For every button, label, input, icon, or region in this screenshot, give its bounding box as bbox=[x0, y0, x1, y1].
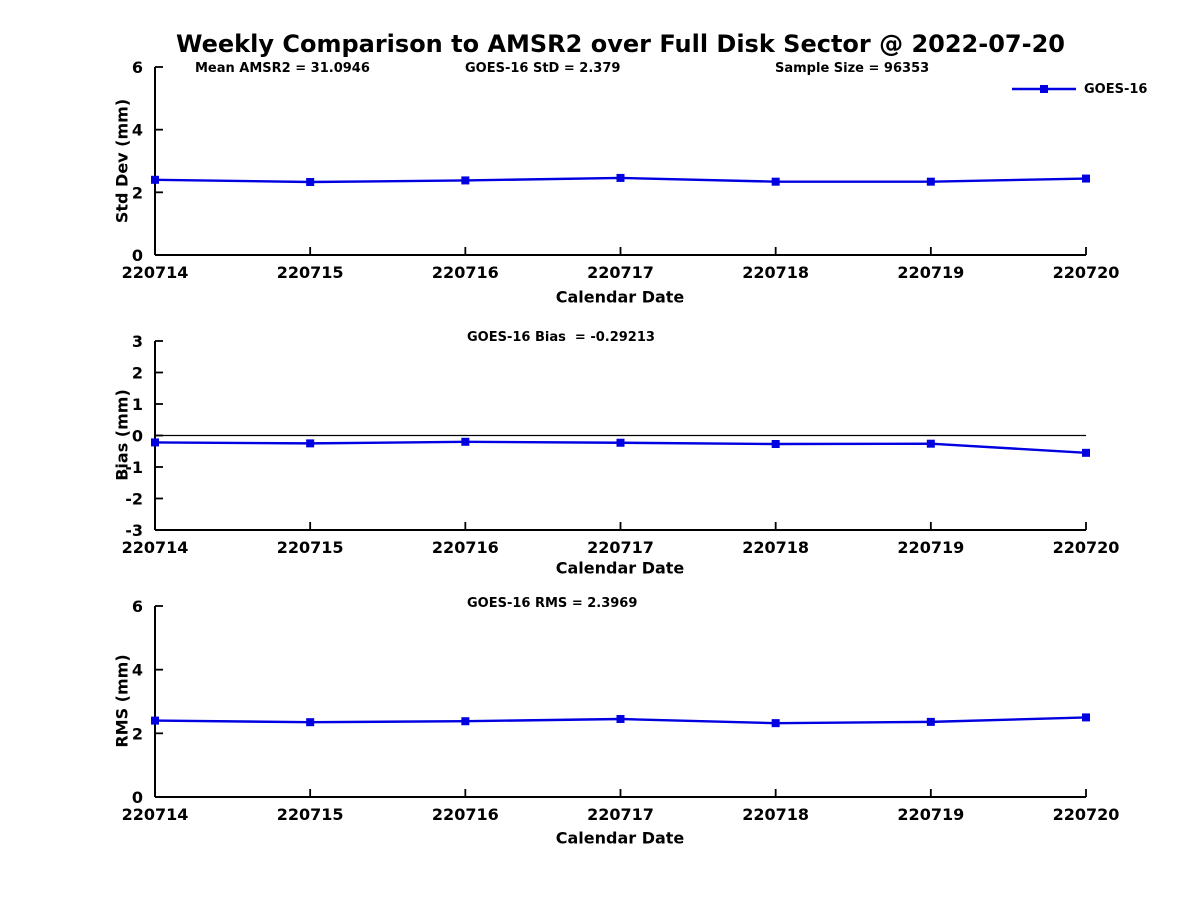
xlabel-calendar-date-top: Calendar Date bbox=[555, 287, 685, 307]
y-tick-label: 2 bbox=[132, 364, 143, 383]
data-point-marker bbox=[771, 177, 780, 186]
legend-label: GOES-16 bbox=[1084, 81, 1148, 97]
xlabel-calendar-date-middle: Calendar Date bbox=[555, 558, 685, 578]
subplot-0: 0 2 4 6 220714 220715 220716 220717 220718 220719… bbox=[122, 58, 1120, 282]
x-tick-label: 220716 bbox=[432, 805, 499, 824]
annotation-goes16-std: GOES-16 StD = 2.379 bbox=[465, 61, 621, 76]
ylabel-std-dev: Std Dev (mm) bbox=[112, 98, 132, 224]
x-tick-label: 220718 bbox=[742, 263, 809, 282]
data-point-marker bbox=[1082, 713, 1090, 722]
y-tick-label: 0 bbox=[132, 427, 143, 446]
x-tick-label: 220715 bbox=[277, 538, 344, 557]
data-point-marker bbox=[306, 177, 315, 186]
data-point-marker bbox=[1082, 448, 1090, 457]
x-tick-label: 220719 bbox=[897, 538, 964, 557]
legend: GOES-16 bbox=[1012, 81, 1148, 97]
x-tick-label: 220720 bbox=[1053, 538, 1120, 557]
x-tick-label: 220717 bbox=[587, 538, 654, 557]
data-point-marker bbox=[616, 173, 625, 182]
data-point-marker bbox=[461, 437, 470, 446]
data-point-marker bbox=[306, 718, 315, 727]
x-tick-label: 220719 bbox=[897, 805, 964, 824]
x-tick-label: 220716 bbox=[432, 263, 499, 282]
y-tick-label: -3 bbox=[125, 521, 143, 540]
y-tick-label: -2 bbox=[125, 490, 143, 509]
annotation-sample-size: Sample Size = 96353 bbox=[775, 61, 930, 76]
annotation-goes16-bias: GOES-16 Bias = -0.29213 bbox=[467, 330, 655, 345]
data-point-marker bbox=[616, 438, 625, 447]
data-point-marker bbox=[151, 438, 159, 447]
data-point-marker bbox=[151, 716, 159, 725]
y-tick-label: 2 bbox=[132, 724, 143, 743]
data-point-marker bbox=[461, 717, 470, 726]
xlabel-calendar-date-bottom: Calendar Date bbox=[555, 828, 685, 848]
figure-title: Weekly Comparison to AMSR2 over Full Dis… bbox=[176, 30, 1065, 58]
ylabel-rms: RMS (mm) bbox=[112, 654, 132, 748]
x-tick-label: 220718 bbox=[742, 538, 809, 557]
x-tick-label: 220720 bbox=[1053, 263, 1120, 282]
x-tick-label: 220717 bbox=[587, 263, 654, 282]
y-tick-label: 6 bbox=[132, 58, 143, 77]
data-point-marker bbox=[1082, 174, 1090, 183]
data-point-marker bbox=[926, 177, 935, 186]
x-tick-label: 220714 bbox=[122, 538, 189, 557]
data-point-marker bbox=[151, 175, 159, 184]
y-tick-label: 1 bbox=[132, 395, 143, 414]
legend-line-sample bbox=[1012, 85, 1076, 93]
subplot-1: -3 -2 -1 0 1 2 3 220714 220715 220716 220717 220718… bbox=[122, 332, 1120, 557]
annotation-mean-amsr2: Mean AMSR2 = 31.0946 bbox=[195, 61, 370, 76]
y-tick-label: 2 bbox=[132, 183, 143, 202]
data-point-marker bbox=[771, 440, 780, 449]
y-tick-label: 0 bbox=[132, 788, 143, 807]
x-tick-label: 220719 bbox=[897, 263, 964, 282]
y-tick-label: 3 bbox=[132, 332, 143, 351]
y-tick-label: 4 bbox=[132, 661, 143, 680]
data-point-marker bbox=[926, 717, 935, 726]
y-tick-label: -1 bbox=[125, 458, 143, 477]
ylabel-bias: Bias (mm) bbox=[112, 389, 132, 481]
subplot-2: 0 2 4 6 220714 220715 220716 220717 220718 220719… bbox=[122, 597, 1120, 824]
x-tick-label: 220716 bbox=[432, 538, 499, 557]
x-tick-label: 220717 bbox=[587, 805, 654, 824]
x-tick-label: 220715 bbox=[277, 263, 344, 282]
data-point-marker bbox=[616, 715, 625, 724]
x-tick-label: 220720 bbox=[1053, 805, 1120, 824]
annotation-goes16-rms: GOES-16 RMS = 2.3969 bbox=[467, 596, 638, 611]
x-tick-label: 220714 bbox=[122, 263, 189, 282]
y-tick-label: 4 bbox=[132, 121, 143, 140]
y-tick-label: 0 bbox=[132, 246, 143, 265]
y-tick-label: 6 bbox=[132, 597, 143, 616]
data-point-marker bbox=[771, 719, 780, 728]
data-point-marker bbox=[926, 439, 935, 448]
x-tick-label: 220718 bbox=[742, 805, 809, 824]
data-point-marker bbox=[461, 176, 470, 185]
x-tick-label: 220714 bbox=[122, 805, 189, 824]
x-tick-label: 220715 bbox=[277, 805, 344, 824]
data-point-marker bbox=[306, 439, 315, 448]
